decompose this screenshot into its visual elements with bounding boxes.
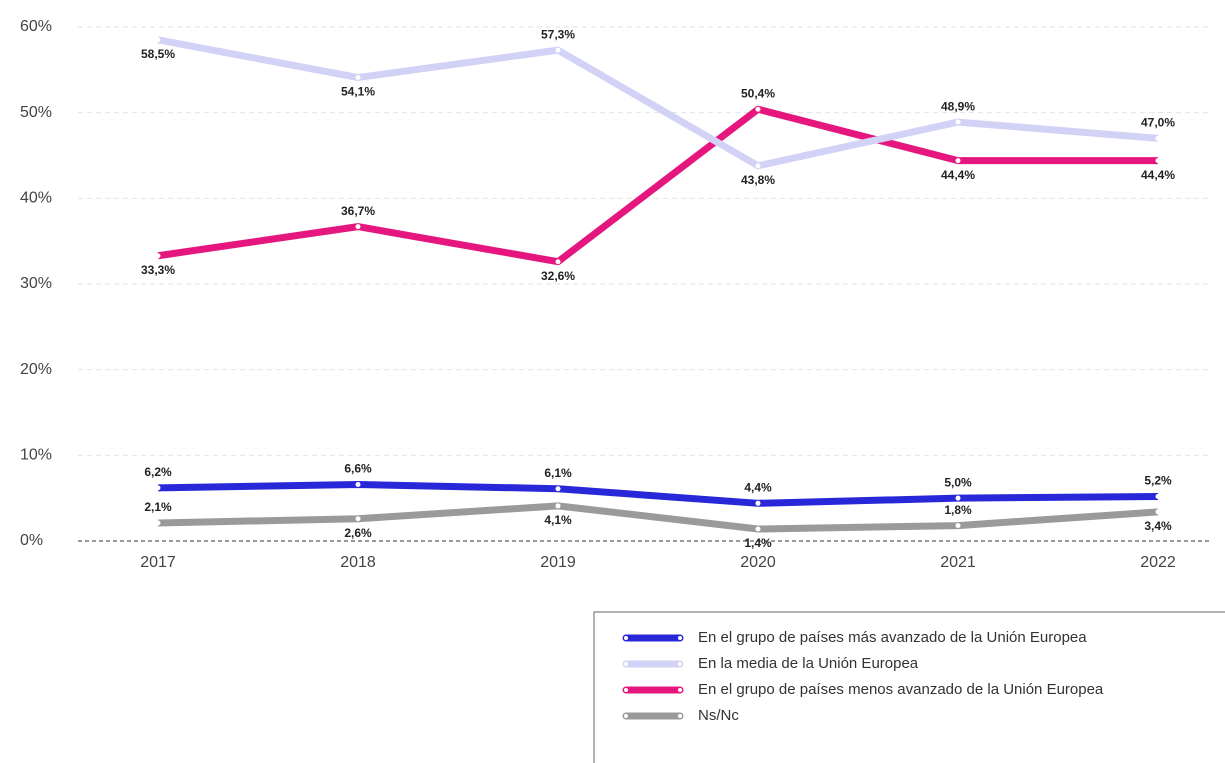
series-line	[157, 480, 1159, 507]
y-tick-label: 10%	[20, 447, 52, 464]
series-line	[157, 36, 1159, 170]
value-label: 1,8%	[944, 503, 972, 517]
value-label: 2,6%	[344, 526, 372, 540]
point	[155, 520, 161, 526]
legend-dot	[678, 714, 682, 718]
y-tick-label: 20%	[20, 361, 52, 378]
point	[555, 503, 561, 509]
legend-label: Ns/Nc	[698, 707, 739, 724]
value-label: 36,7%	[341, 204, 375, 218]
legend-label: En la media de la Unión Europea	[698, 655, 919, 672]
value-label: 44,4%	[941, 168, 975, 182]
value-label: 6,6%	[344, 462, 372, 476]
value-label: 33,3%	[141, 263, 175, 277]
value-label: 4,1%	[544, 513, 572, 527]
value-label: 5,2%	[1144, 474, 1172, 488]
x-tick-label: 2020	[740, 554, 776, 571]
legend-dot	[624, 714, 628, 718]
value-label: 44,4%	[1141, 168, 1175, 182]
point	[355, 224, 361, 230]
value-label: 32,6%	[541, 269, 575, 283]
y-tick-label: 40%	[20, 190, 52, 207]
value-label: 47,0%	[1141, 116, 1175, 130]
legend-label: En el grupo de países más avanzado de la…	[698, 629, 1087, 646]
value-label: 1,4%	[744, 536, 772, 550]
point	[355, 516, 361, 522]
x-tick-label: 2021	[940, 554, 976, 571]
point	[755, 526, 761, 532]
legend-label: En el grupo de países menos avanzado de …	[698, 681, 1104, 698]
point	[955, 523, 961, 529]
point	[1155, 135, 1161, 141]
value-label: 6,2%	[144, 465, 172, 479]
point	[355, 481, 361, 487]
value-label: 3,4%	[1144, 519, 1172, 533]
x-tick-label: 2022	[1140, 554, 1176, 571]
value-label: 57,3%	[541, 27, 575, 41]
value-label: 5,0%	[944, 475, 972, 489]
series-line	[157, 105, 1158, 266]
point	[1155, 158, 1161, 164]
point	[555, 47, 561, 53]
value-label: 43,8%	[741, 173, 775, 187]
point	[1155, 493, 1161, 499]
value-label: 54,1%	[341, 85, 375, 99]
y-tick-label: 0%	[20, 532, 43, 549]
x-tick-label: 2018	[340, 554, 376, 571]
x-tick-label: 2019	[540, 554, 576, 571]
value-label: 6,1%	[544, 466, 572, 480]
point	[755, 500, 761, 506]
point	[155, 253, 161, 259]
legend-dot	[678, 688, 682, 692]
point	[955, 158, 961, 164]
point	[355, 75, 361, 81]
value-label: 48,9%	[941, 99, 975, 113]
value-label: 58,5%	[141, 47, 175, 61]
point	[155, 485, 161, 491]
value-label: 4,4%	[744, 480, 772, 494]
legend-box	[593, 611, 1225, 763]
series-line	[157, 502, 1159, 533]
point	[755, 163, 761, 169]
point	[1155, 509, 1161, 515]
legend-dot	[624, 688, 628, 692]
point	[955, 119, 961, 125]
point	[555, 486, 561, 492]
y-tick-label: 60%	[20, 18, 52, 35]
point	[955, 495, 961, 501]
point	[555, 259, 561, 265]
value-label: 50,4%	[741, 86, 775, 100]
point	[755, 106, 761, 112]
legend-dot	[678, 662, 682, 666]
legend-dot	[678, 636, 682, 640]
legend-dot	[624, 636, 628, 640]
x-tick-label: 2017	[140, 554, 176, 571]
point	[155, 37, 161, 43]
value-label: 2,1%	[144, 500, 172, 514]
y-tick-label: 30%	[20, 275, 52, 292]
legend-dot	[624, 662, 628, 666]
y-tick-label: 50%	[20, 104, 52, 121]
